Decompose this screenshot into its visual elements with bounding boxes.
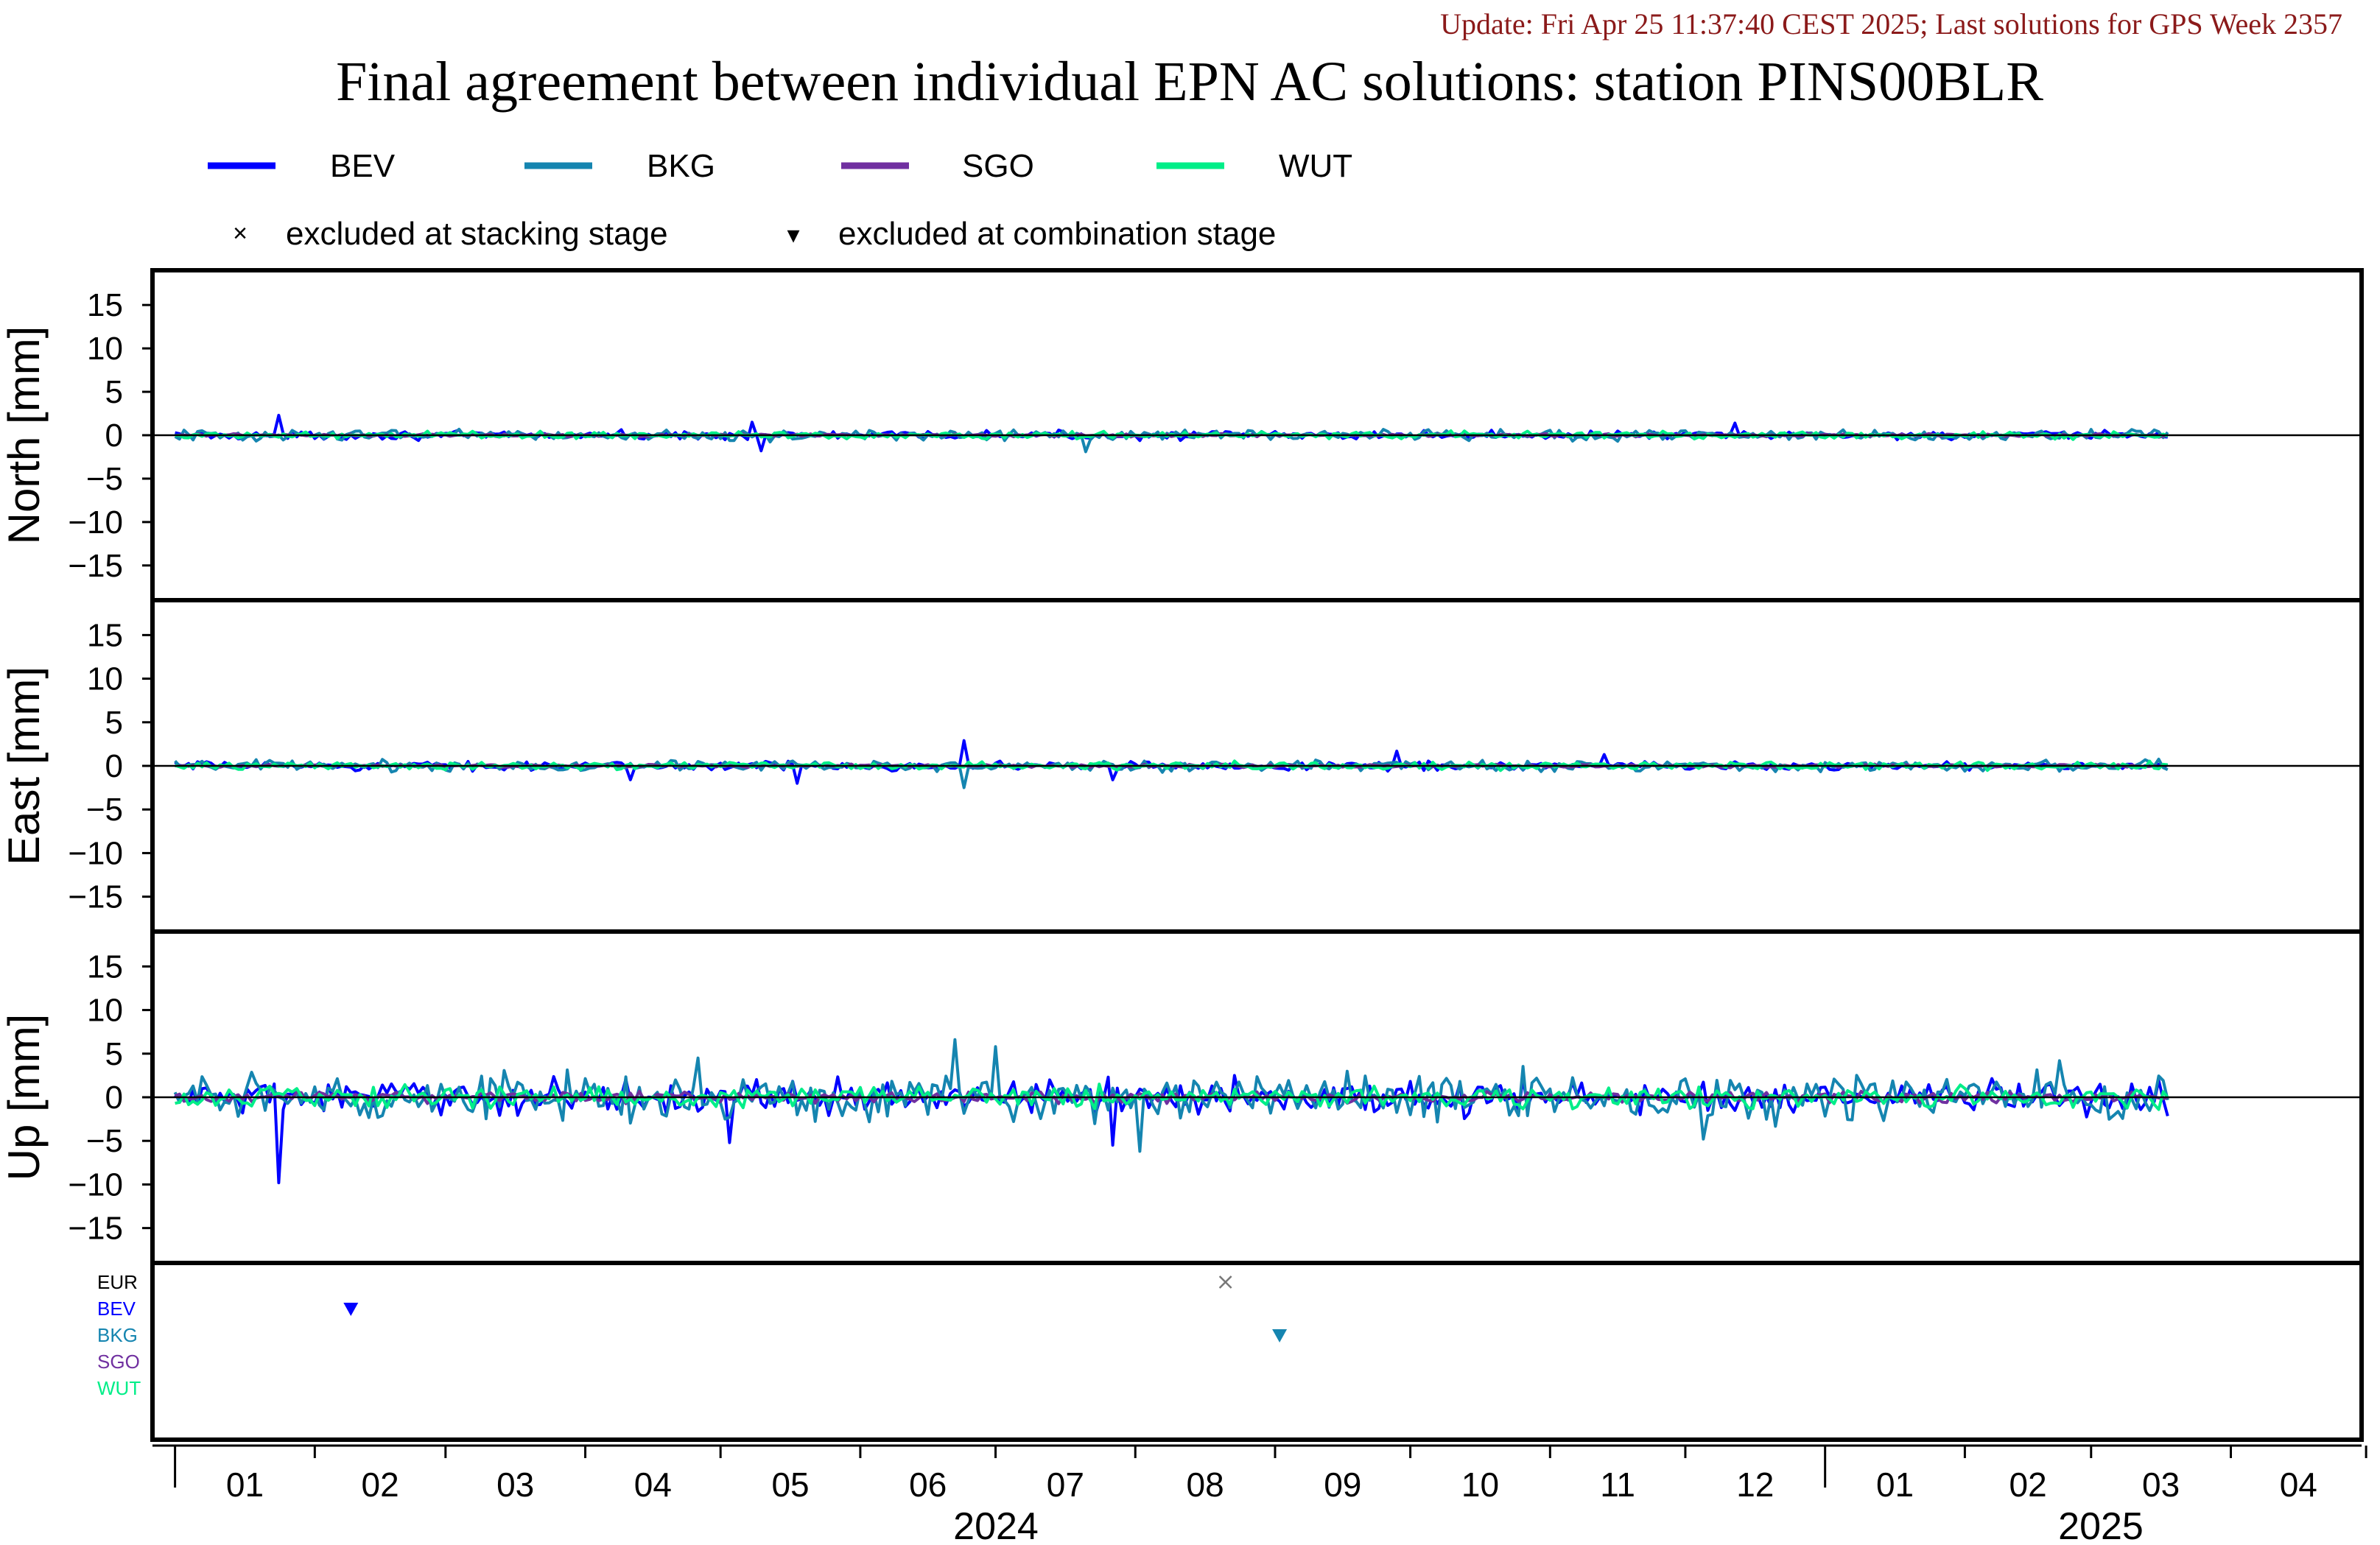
x-month-label: 10 xyxy=(1461,1465,1499,1504)
y-tick-label: 5 xyxy=(105,374,123,410)
y-tick-label: −15 xyxy=(68,548,123,584)
y-tick-label: 15 xyxy=(87,287,123,323)
y-tick-label: 10 xyxy=(87,993,123,1029)
panels: 15 10 5 0 −5 −10 −15 North [mm] 15 10 5 0 −5 −10 −15 Ea… xyxy=(0,268,2364,1265)
legend-item-sgo: SGO xyxy=(841,148,1034,184)
excl-row-label-eur: EUR xyxy=(97,1271,138,1293)
exclusions-panel: EUR BEV BKG SGO WUT xyxy=(97,1261,2364,1442)
y-axis-label-east: East [mm] xyxy=(0,666,49,865)
y-tick-label: −10 xyxy=(68,835,123,871)
legend: BEV BKG SGO WUT × excluded at stacking s… xyxy=(208,148,1352,252)
exclusion-marker-bev xyxy=(343,1303,359,1316)
x-month-label: 07 xyxy=(1047,1465,1084,1504)
x-month-label: 01 xyxy=(1876,1465,1914,1504)
x-year-label-2024: 2024 xyxy=(953,1505,1039,1545)
excl-row-label-wut: WUT xyxy=(97,1377,141,1399)
x-month-label: 01 xyxy=(226,1465,264,1504)
exclusions-frame xyxy=(150,1261,2364,1442)
legend-item-stacking: × excluded at stacking stage xyxy=(233,216,667,252)
exclusion-marker-bkg xyxy=(1272,1329,1288,1342)
series-line-wut-up xyxy=(175,1083,2169,1111)
chart-title: Final agreement between individual EPN A… xyxy=(336,51,2043,113)
y-tick-label: −10 xyxy=(68,1166,123,1203)
y-tick-label: 15 xyxy=(87,617,123,653)
y-axis-label-up: Up [mm] xyxy=(0,1014,49,1181)
x-month-label: 12 xyxy=(1736,1465,1774,1504)
x-month-label: 11 xyxy=(1600,1465,1635,1504)
y-tick-label: −10 xyxy=(68,504,123,541)
y-tick-label: 0 xyxy=(105,1080,123,1116)
legend-label-wut: WUT xyxy=(1279,148,1352,184)
x-month-label: 08 xyxy=(1187,1465,1224,1504)
x-year-label-2025: 2025 xyxy=(2058,1505,2144,1545)
y-tick-label: 5 xyxy=(105,705,123,741)
x-month-label: 02 xyxy=(2009,1465,2047,1504)
excl-row-label-sgo: SGO xyxy=(97,1351,140,1373)
series-line-sgo-up xyxy=(174,1089,2169,1105)
stacking-marker-icon: × xyxy=(233,219,248,247)
update-text: Update: Fri Apr 25 11:37:40 CEST 2025; L… xyxy=(1440,7,2342,41)
x-month-label: 03 xyxy=(2142,1465,2180,1504)
y-axis-label-north: North [mm] xyxy=(0,326,49,545)
x-month-label: 06 xyxy=(909,1465,947,1504)
exclusion-marker-eur xyxy=(1218,1275,1232,1289)
x-axis: 01 02 03 04 05 06 07 08 09 10 11 12 01 02 03 04 2024 20… xyxy=(152,1444,2367,1545)
x-month-label: 04 xyxy=(634,1465,672,1504)
panel-up: 15 10 5 0 −5 −10 −15 Up [mm] xyxy=(0,929,2364,1265)
y-tick-label: 5 xyxy=(105,1036,123,1072)
legend-label-bkg: BKG xyxy=(647,148,715,184)
y-tick-label: −5 xyxy=(86,792,123,828)
y-tick-label: −15 xyxy=(68,879,123,915)
legend-label-combination: excluded at combination stage xyxy=(838,216,1276,252)
x-month-label: 09 xyxy=(1324,1465,1361,1504)
x-month-label: 02 xyxy=(361,1465,399,1504)
legend-label-bev: BEV xyxy=(330,148,396,184)
x-month-label: 05 xyxy=(771,1465,809,1504)
legend-label-stacking: excluded at stacking stage xyxy=(286,216,668,252)
exclusion-points xyxy=(343,1275,1288,1342)
y-tick-label: −15 xyxy=(68,1211,123,1247)
x-month-label: 04 xyxy=(2280,1465,2317,1504)
legend-item-bev: BEV xyxy=(208,148,396,184)
y-tick-label: 0 xyxy=(105,418,123,454)
combination-marker-icon: ▾ xyxy=(787,221,799,249)
panel-north: 15 10 5 0 −5 −10 −15 North [mm] xyxy=(0,268,2364,602)
legend-item-bkg: BKG xyxy=(524,148,715,184)
legend-label-sgo: SGO xyxy=(962,148,1034,184)
excl-row-label-bkg: BKG xyxy=(97,1324,138,1346)
y-tick-label: 15 xyxy=(87,949,123,985)
legend-item-combination: ▾ excluded at combination stage xyxy=(787,216,1276,252)
panel-east: 15 10 5 0 −5 −10 −15 East [mm] xyxy=(0,598,2364,934)
y-tick-label: −5 xyxy=(86,1123,123,1159)
y-tick-label: 0 xyxy=(105,748,123,784)
x-month-label: 03 xyxy=(496,1465,534,1504)
y-tick-label: 10 xyxy=(87,331,123,367)
excl-row-label-bev: BEV xyxy=(97,1298,136,1320)
x-axis-ticks: 01 02 03 04 05 06 07 08 09 10 11 12 01 02 03 04 xyxy=(174,1446,2367,1504)
y-tick-label: −5 xyxy=(86,461,123,497)
y-tick-label: 10 xyxy=(87,661,123,697)
legend-item-wut: WUT xyxy=(1156,148,1352,184)
